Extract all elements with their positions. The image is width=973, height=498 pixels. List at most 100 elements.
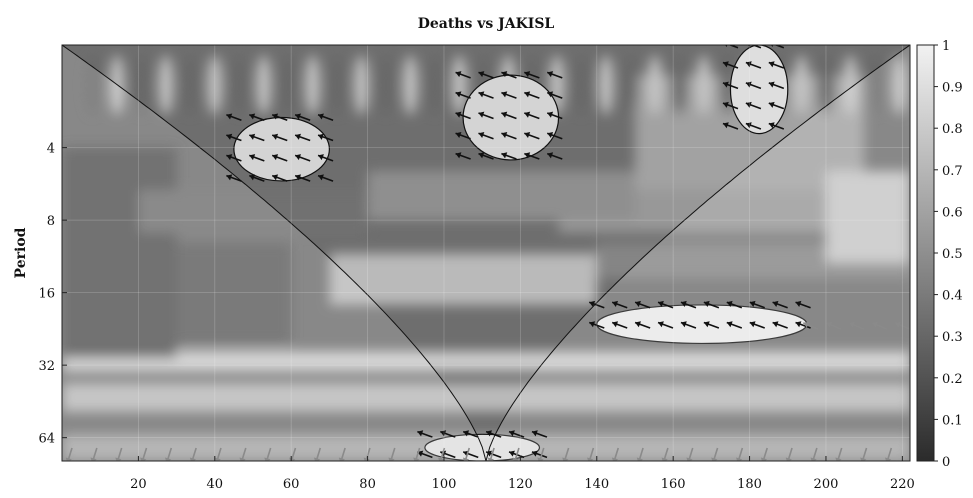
phase-arrow (745, 101, 762, 110)
coherence-streak (207, 55, 222, 116)
plot-frame (61, 44, 911, 462)
coherence-streak (256, 55, 271, 116)
coherence-streak (818, 55, 833, 116)
phase-arrow-head (189, 457, 196, 461)
coherence-streak (696, 55, 711, 116)
coherence-region (329, 253, 597, 305)
colorbar-tick-label: 0.7 (942, 164, 963, 179)
coherence-streak (85, 55, 100, 116)
phase-arrow (657, 300, 674, 309)
phase-arrow (680, 300, 697, 309)
phase-arrow (501, 111, 517, 120)
colorbar-tick-label: 0.5 (942, 247, 963, 262)
phase-arrow-head (785, 457, 792, 461)
coherence-region (62, 383, 910, 412)
phase-arrow-head (760, 457, 768, 461)
phase-arrow-head (90, 457, 97, 461)
phase-arrow-head (165, 457, 172, 461)
colorbar-tick-label: 0.8 (942, 122, 963, 137)
phase-arrow (417, 430, 433, 438)
colorbar-ticks: 0 0.1 0.2 0.3 0.4 0.5 0.6 0.7 0.8 0.9 1 (934, 39, 963, 470)
phase-arrow (524, 131, 540, 140)
x-tick-label: 200 (814, 477, 839, 492)
phase-arrow-head (749, 321, 756, 328)
phase-arrow (726, 321, 743, 329)
phase-arrow-head (478, 131, 485, 139)
significant-region (233, 116, 330, 182)
phase-arrow-head (249, 154, 256, 161)
phase-arrow-head (226, 133, 233, 140)
phase-arrow-head (547, 152, 554, 159)
plot-area (62, 45, 910, 461)
phase-arrow-head (587, 457, 594, 461)
phase-arrow (485, 450, 502, 459)
phase-arrow-head (726, 321, 733, 328)
phase-arrow (478, 131, 494, 140)
coherence-streak (843, 55, 858, 116)
phase-arrow (271, 174, 288, 182)
phase-arrow-head (226, 113, 233, 120)
coherence-streak (330, 55, 345, 116)
phase-arrow (749, 300, 765, 309)
phase-arrow (508, 430, 525, 438)
phase-arrow-head (115, 457, 122, 461)
phase-arrow-head (413, 457, 420, 461)
phase-arrow (226, 133, 242, 142)
coherence-streak (403, 55, 418, 116)
cone-of-influence-shade (62, 45, 910, 461)
phase-arrow-head (537, 457, 544, 461)
phase-arrow-head (363, 457, 370, 461)
phase-arrow-head (531, 450, 538, 457)
phase-arrow (317, 174, 334, 182)
phase-arrow (524, 91, 540, 99)
y-tick-label: 8 (47, 214, 55, 229)
phase-arrow-head (249, 174, 256, 181)
significance-contours (233, 45, 808, 461)
phase-arrow-head (487, 457, 494, 461)
significant-region (729, 45, 789, 135)
phase-arrow-head (501, 131, 508, 139)
phase-arrow-head (531, 430, 538, 437)
colorbar-gradient (916, 44, 935, 462)
phase-arrow-head (438, 457, 445, 461)
phase-arrow (271, 113, 288, 122)
phase-arrow-head (547, 111, 554, 118)
phase-arrow (871, 321, 888, 330)
phase-arrow-head (726, 300, 733, 307)
x-tick-label: 20 (130, 477, 147, 492)
phase-arrow-head (835, 457, 842, 461)
phase-arrow-head (768, 122, 775, 129)
phase-arrow (501, 71, 517, 79)
y-tick-label: 4 (47, 142, 55, 157)
phase-arrow (722, 101, 739, 110)
phase-arrow-head (417, 430, 424, 437)
phase-arrow-head (547, 91, 554, 98)
phase-arrow (803, 321, 819, 330)
coherence-streak (647, 55, 662, 116)
phase-arrow-head (463, 430, 470, 437)
colorbar-tick-label: 0.6 (942, 205, 963, 220)
phase-arrow (455, 91, 471, 99)
phase-arrow-head (264, 457, 271, 461)
phase-arrow-head (611, 457, 619, 461)
phase-arrow (611, 300, 628, 309)
phase-arrow (294, 174, 311, 182)
colorbar: 0 0.1 0.2 0.3 0.4 0.5 0.6 0.7 0.8 0.9 1 (916, 39, 963, 470)
coherence-streak (867, 55, 882, 116)
phase-arrow-head (686, 457, 693, 461)
phase-arrow-head (810, 457, 817, 461)
phase-arrow-head (524, 131, 531, 139)
phase-arrow-head (295, 133, 301, 140)
x-tick-label: 100 (432, 477, 457, 492)
phase-arrow (546, 91, 563, 99)
phase-arrow-head (501, 152, 508, 159)
phase-arrow-head (703, 321, 710, 328)
phase-arrow (657, 321, 674, 329)
phase-arrow-head (725, 45, 728, 48)
phase-arrow (462, 430, 479, 438)
phase-arrow-head (680, 300, 687, 307)
chart-title: Deaths vs JAKISL (418, 16, 555, 32)
phase-arrows (65, 45, 910, 461)
phase-arrow-head (501, 111, 508, 118)
phase-arrow (795, 300, 811, 309)
